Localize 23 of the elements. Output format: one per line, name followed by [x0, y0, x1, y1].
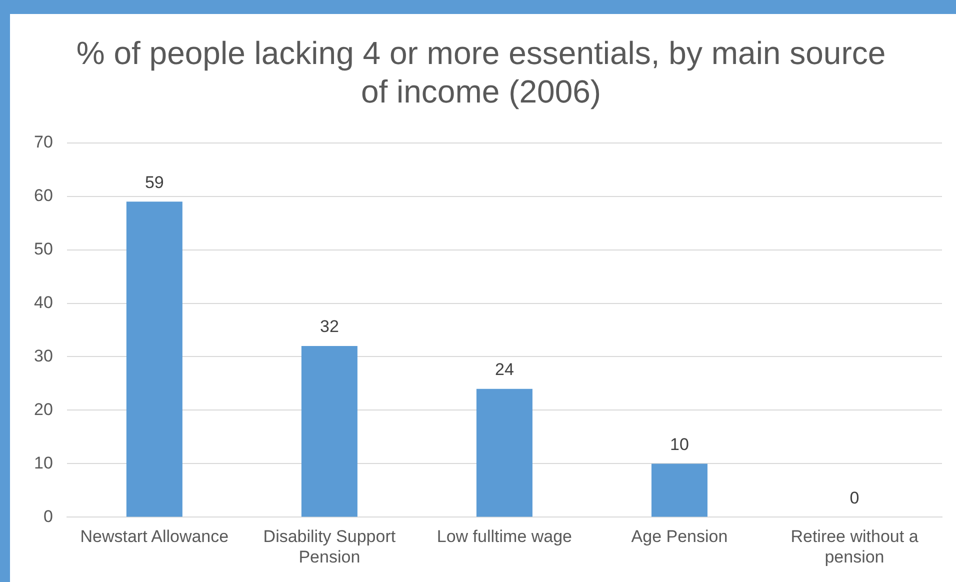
bar — [126, 202, 182, 517]
x-tick-label: Age Pension — [631, 527, 728, 546]
bar — [651, 464, 708, 517]
data-label: 24 — [494, 360, 514, 380]
y-tick-label: 30 — [34, 346, 53, 366]
data-label: 59 — [144, 172, 164, 192]
data-label: 0 — [850, 488, 860, 508]
y-tick-label: 20 — [34, 400, 53, 419]
x-tick-label: Disability Support Pension — [263, 527, 396, 566]
data-label: 32 — [320, 317, 339, 336]
y-tick-label: 10 — [34, 453, 53, 472]
y-tick-label: 50 — [34, 239, 53, 258]
y-tick-label: 60 — [34, 186, 53, 205]
bar — [301, 346, 358, 517]
x-tick-label: Retiree without a pension — [790, 527, 919, 566]
y-tick-label: 0 — [43, 506, 53, 526]
bar — [476, 388, 532, 517]
x-tick-label: Low fulltime wage — [436, 527, 572, 546]
y-tick-label: 40 — [34, 292, 53, 312]
x-tick-label: Newstart Allowance — [80, 527, 229, 546]
y-tick-label: 70 — [34, 132, 53, 152]
chart-title: % of people lacking 4 or more essentials, by main source of income (2006) — [76, 35, 886, 110]
data-label: 10 — [670, 434, 689, 454]
